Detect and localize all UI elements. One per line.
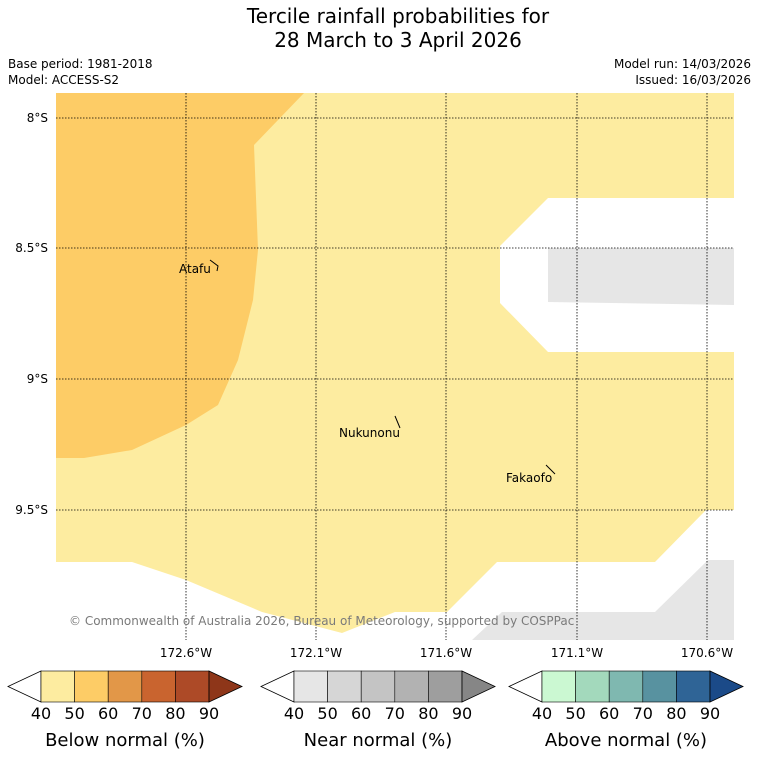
colorbar-2-low-extend — [508, 670, 543, 703]
place-fakaofo: Fakaofo — [506, 471, 553, 485]
model-name: Model: ACCESS-S2 — [8, 73, 120, 87]
colorbar-2-high-extend — [709, 670, 744, 703]
islands — [209, 259, 556, 475]
colorbar-2-tick-label: 70 — [632, 704, 653, 723]
colorbar-0-low-extend — [7, 670, 42, 703]
lat-label-9s: 9°S — [26, 372, 48, 386]
colorbar-1-tick-label: 80 — [418, 704, 439, 723]
colorbar-0-segment-0 — [40, 670, 75, 703]
place-nukunonu: Nukunonu — [339, 426, 400, 440]
colorbar-1-tick-label: 40 — [283, 704, 305, 723]
colorbars — [7, 670, 744, 703]
colorbar-0-high-extend — [208, 670, 243, 703]
map-title: Tercile rainfall probabilities for 28 Ma… — [0, 4, 758, 52]
colorbar-1-segment-2 — [360, 670, 396, 703]
title-line-1: Tercile rainfall probabilities for — [246, 4, 550, 28]
region-near-40-50-a — [548, 248, 734, 305]
colorbar-1-segment-1 — [327, 670, 362, 703]
colorbar-0-tick-label: 90 — [198, 704, 220, 723]
colorbar-2-segment-0 — [541, 670, 576, 703]
colorbar-1-high-extend — [461, 670, 496, 703]
colorbar-0-segment-2 — [107, 670, 143, 703]
colorbar-1-tick-label: 70 — [384, 704, 405, 723]
lat-label-8-5s: 8.5°S — [15, 241, 48, 255]
colorbar-1-segment-4 — [428, 670, 463, 703]
colorbar-0-tick-label: 80 — [165, 704, 186, 723]
colorbar-2-segment-3 — [642, 670, 677, 703]
colorbar-0-title: Below normal (%) — [45, 730, 205, 751]
title-line-2: 28 March to 3 April 2026 — [274, 28, 522, 52]
colorbar-0-tick-label: 70 — [131, 704, 152, 723]
meta-left: Base period: 1981-2018 Model: ACCESS-S2 — [8, 56, 153, 88]
island-atafu-shape — [209, 259, 219, 272]
gridlines — [56, 93, 734, 640]
colorbar-1-tick-label: 90 — [451, 704, 473, 723]
colorbar-2-tick-label: 40 — [531, 704, 553, 723]
colorbar-2-tick-label: 90 — [699, 704, 721, 723]
colorbar-1-segment-0 — [293, 670, 328, 703]
colorbar-1-tick-label: 60 — [351, 704, 372, 723]
island-fakaofo-shape — [545, 464, 556, 475]
region-below-50-60 — [56, 93, 304, 458]
lon-label-172-1w: 172.1°W — [289, 646, 343, 660]
colorbar-1-low-extend — [260, 670, 295, 703]
colorbar-0-tick-label: 50 — [64, 704, 85, 723]
lon-label-170-6w: 170.6°W — [680, 646, 734, 660]
lat-label-9-5s: 9.5°S — [15, 503, 48, 517]
lon-label-171-6w: 171.6°W — [419, 646, 473, 660]
colorbar-0-tick-label: 40 — [30, 704, 52, 723]
colorbar-1-title: Near normal (%) — [303, 730, 453, 751]
colorbar-2-segment-2 — [608, 670, 644, 703]
meta-right: Model run: 14/03/2026 Issued: 16/03/2026 — [614, 56, 751, 88]
colorbar-2-tick-label: 50 — [565, 704, 586, 723]
region-near-40-50-b — [472, 560, 734, 640]
colorbar-2-segment-1 — [575, 670, 610, 703]
colorbar-2-title: Above normal (%) — [544, 730, 708, 751]
model-run: Model run: 14/03/2026 — [613, 57, 751, 71]
issued-date: Issued: 16/03/2026 — [635, 73, 751, 87]
colorbar-2-tick-label: 60 — [599, 704, 620, 723]
place-atafu: Atafu — [179, 262, 211, 276]
lon-label-172-6w: 172.6°W — [159, 646, 213, 660]
lat-label-8s: 8°S — [26, 111, 48, 125]
colorbar-2-tick-label: 80 — [666, 704, 687, 723]
lon-label-171-1w: 171.1°W — [550, 646, 604, 660]
colorbar-0-segment-3 — [141, 670, 176, 703]
colorbar-1-tick-label: 50 — [317, 704, 338, 723]
colorbar-0-tick-label: 60 — [98, 704, 119, 723]
island-nukunonu-shape — [394, 415, 401, 429]
colorbar-2-segment-4 — [676, 670, 711, 703]
colorbar-0-segment-4 — [175, 670, 210, 703]
colorbar-0-segment-1 — [74, 670, 109, 703]
copyright-notice: © Commonwealth of Australia 2026, Bureau… — [69, 614, 575, 628]
colorbar-1-segment-3 — [394, 670, 429, 703]
base-period: Base period: 1981-2018 — [8, 57, 153, 71]
